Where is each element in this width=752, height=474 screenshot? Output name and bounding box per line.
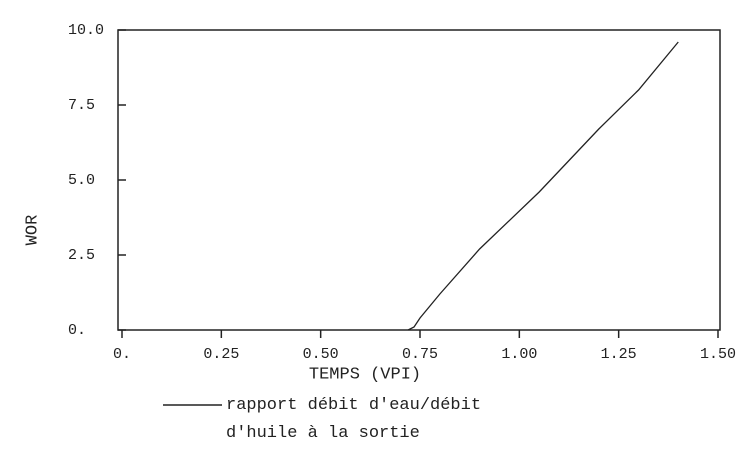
y-tick-label: 7.5 [68, 97, 95, 114]
y-tick-label: 10.0 [68, 22, 104, 39]
data-line [407, 41, 679, 331]
x-axis-label: TEMPS (VPI) [309, 365, 421, 384]
x-tick-label: 0.25 [203, 346, 239, 363]
x-tick-label: 0.75 [402, 346, 438, 363]
x-tick-label: 0.50 [303, 346, 339, 363]
y-tick-label: 2.5 [68, 247, 95, 264]
plot-frame [117, 29, 721, 331]
x-tick-label: 1.25 [601, 346, 637, 363]
y-tick-label: 0. [68, 322, 86, 339]
x-tick-label: 0. [113, 346, 131, 363]
legend-label: rapport débit d'eau/débit d'huile à la s… [226, 396, 482, 443]
x-tick-label: 1.00 [501, 346, 537, 363]
y-tick-label: 5.0 [68, 172, 95, 189]
y-axis-label: WOR [23, 215, 42, 246]
x-tick-label: 1.50 [700, 346, 736, 363]
